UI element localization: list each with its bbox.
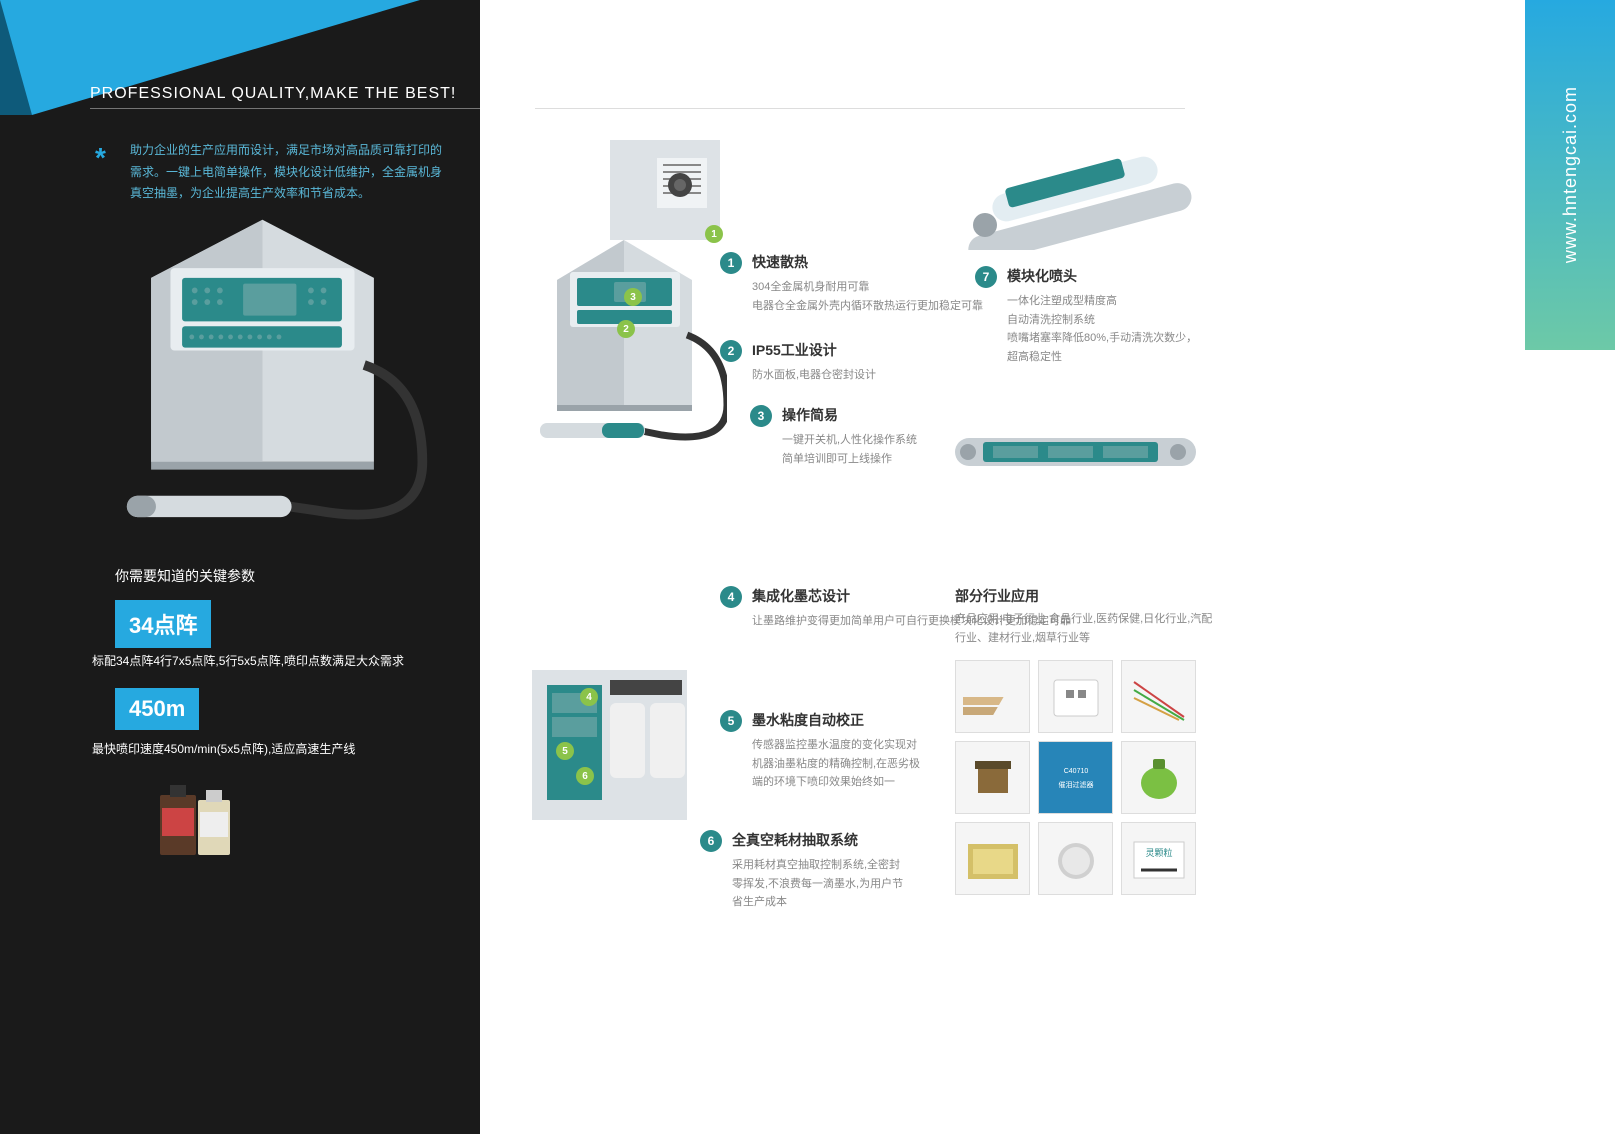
- brochure-page: www.hntengcai.com PROFESSIONAL QUALITY,M…: [0, 0, 1615, 1134]
- feature-5: 5 墨水粘度自动校正 传感器监控墨水温度的变化实现对机器油墨粘度的精确控制,在恶…: [720, 710, 927, 792]
- thumb-8: [1038, 822, 1113, 895]
- badge-5: 5: [720, 710, 742, 732]
- thumb-7: [955, 822, 1030, 895]
- badge-7: 7: [975, 266, 997, 288]
- thumb-3: [1121, 660, 1196, 733]
- stat-box-1: 34点阵: [115, 600, 211, 648]
- ink-bottles-image: [140, 770, 260, 870]
- callout-4: 4: [580, 688, 598, 706]
- svg-text:催泪过滤器: 催泪过滤器: [1058, 780, 1093, 789]
- badge-3: 3: [750, 405, 772, 427]
- thumb-6: [1121, 741, 1196, 814]
- callout-6: 6: [576, 767, 594, 785]
- header-divider-right: [535, 108, 1185, 109]
- thumb-2: [1038, 660, 1113, 733]
- badge-2: 2: [720, 340, 742, 362]
- feature-1-title: 快速散热: [752, 252, 983, 272]
- website-url: www.hntengcai.com: [1560, 86, 1581, 263]
- industry-thumbs: C40710 催泪过滤器 灵颗粒: [955, 660, 1196, 895]
- thumb-4: [955, 741, 1030, 814]
- page-title: PROFESSIONAL QUALITY,MAKE THE BEST!: [90, 85, 456, 103]
- feature-7-desc: 一体化注塑成型精度高 自动清洗控制系统 喷嘴堵塞率降低80%,手动清洗次数少， …: [1007, 292, 1197, 367]
- thumb-1: [955, 660, 1030, 733]
- feature-2-desc: 防水面板,电器仓密封设计: [752, 366, 876, 385]
- feature-7: 7 模块化喷头 一体化注塑成型精度高 自动清洗控制系统 喷嘴堵塞率降低80%,手…: [975, 266, 1197, 367]
- feature-1: 1 快速散热 304全金属机身耐用可靠 电器仓全金属外壳内循环散热运行更加稳定可…: [720, 252, 983, 315]
- callout-3: 3: [624, 288, 642, 306]
- callout-2: 2: [617, 320, 635, 338]
- feature-2: 2 IP55工业设计 防水面板,电器仓密封设计: [720, 340, 876, 385]
- badge-4: 4: [720, 586, 742, 608]
- svg-text:C40710: C40710: [1063, 768, 1088, 775]
- header-divider: [90, 108, 480, 109]
- feature-7-title: 模块化喷头: [1007, 266, 1197, 286]
- badge-1: 1: [720, 252, 742, 274]
- stat-desc-2: 最快喷印速度450m/min(5x5点阵),适应高速生产线: [92, 740, 355, 757]
- feature-5-desc: 传感器监控墨水温度的变化实现对机器油墨粘度的精确控制,在恶劣极端的环境下喷印效果…: [752, 736, 927, 792]
- main-printer-image: [90, 210, 435, 520]
- ink-module-image: [522, 655, 697, 830]
- printhead-internal-image: [953, 430, 1198, 475]
- stat-desc-1: 标配34点阵4行7x5点阵,5行5x5点阵,喷印点数满足大众需求: [92, 652, 404, 669]
- side-url-bar: www.hntengcai.com: [1525, 0, 1615, 350]
- feature-1-desc: 304全金属机身耐用可靠 电器仓全金属外壳内循环散热运行更加稳定可靠: [752, 278, 983, 315]
- feature-2-title: IP55工业设计: [752, 340, 876, 360]
- params-title: 你需要知道的关键参数: [115, 566, 255, 586]
- feature-6: 6 全真空耗材抽取系统 采用耗材真空抽取控制系统,全密封零挥发,不浪费每一滴墨水…: [700, 830, 907, 912]
- star-icon: *: [95, 142, 106, 174]
- industry-desc: 产品应用:电子行业,食品行业,医药保健,日化行业,汽配行业、建材行业,烟草行业等: [955, 610, 1215, 647]
- feature-6-title: 全真空耗材抽取系统: [732, 830, 907, 850]
- badge-6: 6: [700, 830, 722, 852]
- feature-3-desc: 一键开关机,人性化操作系统 简单培训即可上线操作: [782, 431, 917, 468]
- svg-text:灵颗粒: 灵颗粒: [1145, 847, 1172, 858]
- industry-title: 部分行业应用: [955, 586, 1039, 606]
- thumb-5: C40710 催泪过滤器: [1038, 741, 1113, 814]
- printhead-image: [955, 155, 1200, 250]
- feature-6-desc: 采用耗材真空抽取控制系统,全密封零挥发,不浪费每一滴墨水,为用户节省生产成本: [732, 856, 907, 912]
- intro-text: 助力企业的生产应用而设计，满足市场对高品质可靠打印的需求。一键上电简单操作，模块…: [130, 140, 446, 205]
- feature-3-title: 操作简易: [782, 405, 917, 425]
- feature-5-title: 墨水粘度自动校正: [752, 710, 927, 730]
- feature-3: 3 操作简易 一键开关机,人性化操作系统 简单培训即可上线操作: [750, 405, 917, 468]
- stat-box-2: 450m: [115, 688, 199, 730]
- callout-5: 5: [556, 742, 574, 760]
- thumb-9: 灵颗粒: [1121, 822, 1196, 895]
